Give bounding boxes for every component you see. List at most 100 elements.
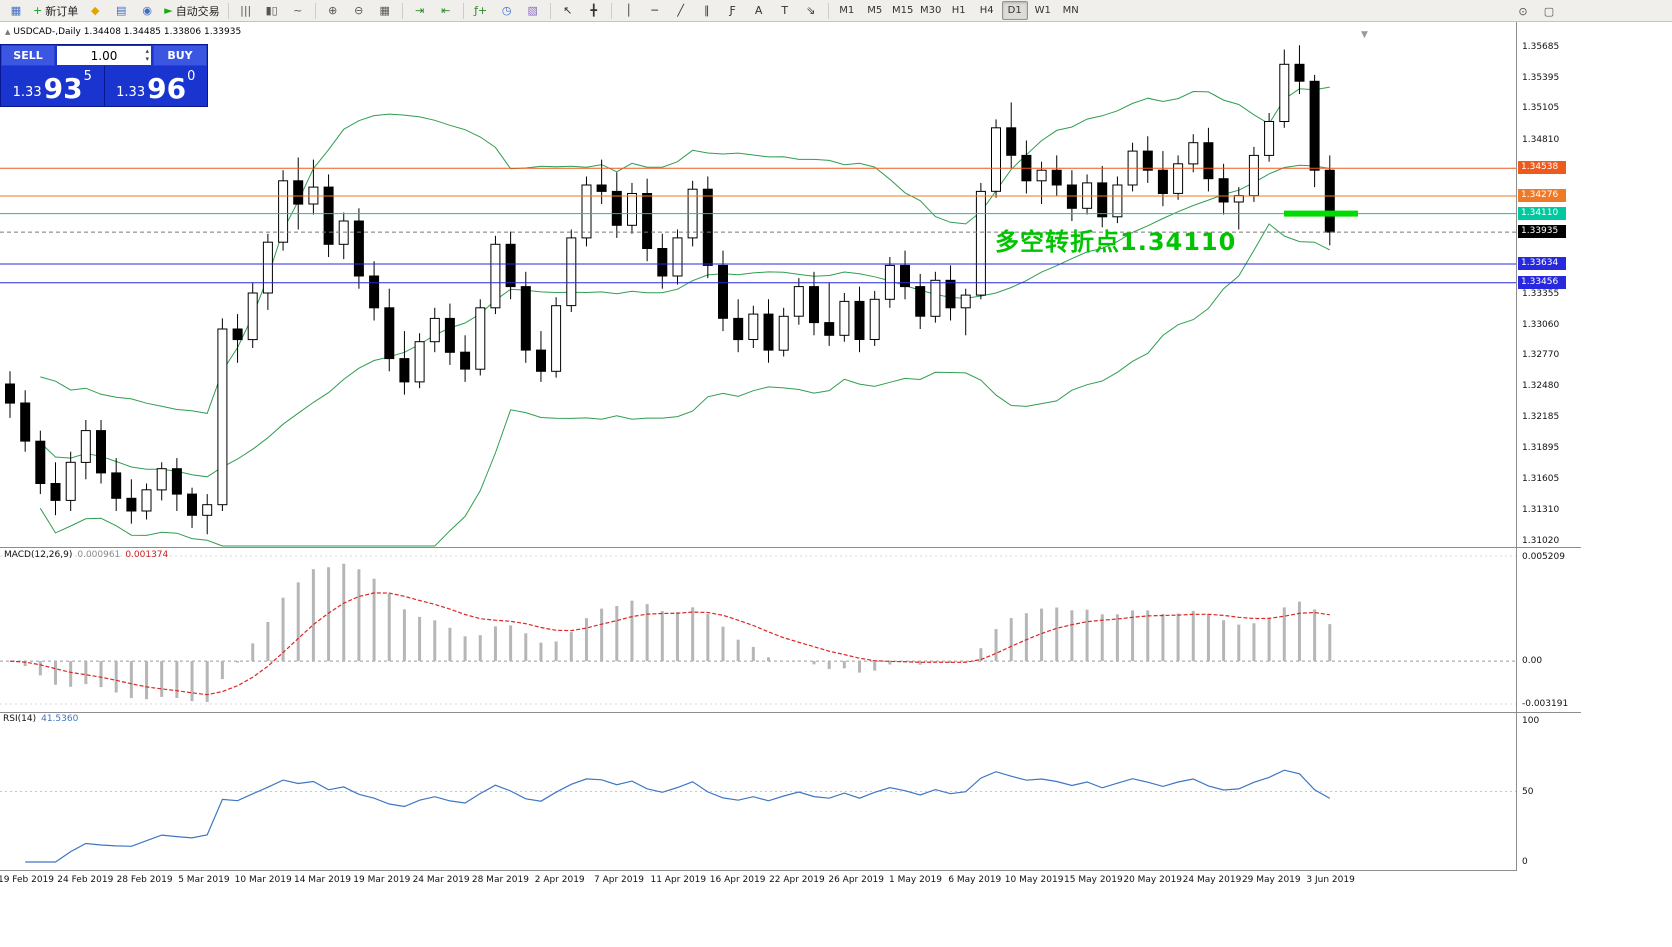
profiles-icon: ◆ (90, 3, 100, 17)
timeframe-h1[interactable]: H1 (951, 5, 966, 16)
price-tick: 1.32185 (1522, 412, 1560, 423)
charts-icon[interactable]: ▤ (109, 1, 133, 21)
volume-value: 1.00 (90, 48, 118, 63)
pivot-annotation-text[interactable]: 多空转折点1.34110 (995, 228, 1237, 256)
rsi-tick: 50 (1522, 786, 1534, 797)
date-label: 19 Feb 2019 (0, 875, 55, 885)
panel-separator (1517, 712, 1581, 713)
date-label: 1 May 2019 (889, 875, 942, 885)
new-order-button[interactable]: + 新订单 (30, 1, 81, 21)
bar-chart-icon[interactable]: ||| (234, 1, 258, 21)
horizontal-line-icon[interactable]: ─ (643, 1, 667, 21)
date-label: 2 Apr 2019 (534, 875, 585, 885)
timeframe-h4[interactable]: H4 (979, 5, 994, 16)
tile-windows-icon: ▦ (379, 3, 390, 17)
timeframe-w1[interactable]: W1 (1034, 5, 1051, 16)
symbol-ohlc-line: ▲ USDCAD-,Daily 1.34408 1.34485 1.33806 1… (5, 27, 241, 37)
price-tick: 1.31605 (1522, 473, 1560, 484)
price-tick: 1.32770 (1522, 350, 1560, 361)
price-level-badge: 1.34276 (1518, 189, 1566, 202)
chart-shift-icon[interactable]: ⇤ (434, 1, 458, 21)
vertical-line-icon: │ (625, 3, 632, 17)
trendline-icon: ╱ (677, 3, 684, 17)
volume-up-icon[interactable]: ▴ (145, 47, 149, 55)
rsi-indicator-label: RSI(14) 41.5360 (3, 714, 78, 724)
sell-button[interactable]: SELL (1, 45, 55, 66)
auto-scroll-icon[interactable]: ⇥ (408, 1, 432, 21)
cursor-icon: ↖ (563, 3, 573, 17)
volume-input[interactable]: 1.00 ▴ ▾ (57, 46, 151, 65)
candlestick-chart-icon[interactable]: ▮▯ (260, 1, 284, 21)
new-window-icon[interactable]: ▢ (1543, 4, 1555, 18)
candlestick-chart[interactable] (0, 22, 1517, 870)
sell-price[interactable]: 1.33 93 5 (1, 66, 104, 106)
channel-icon: ∥ (703, 3, 710, 17)
horizontal-line-icon: ─ (651, 3, 658, 17)
panel-separator (1517, 547, 1581, 548)
pivot-highlight-segment[interactable] (1284, 210, 1358, 217)
chart-shift-marker[interactable]: ▼ (1361, 30, 1368, 40)
candlestick-chart-icon: ▮▯ (265, 3, 278, 17)
indicators-icon[interactable]: ƒ+ (469, 1, 493, 21)
arrows-icon: ⇘ (806, 3, 816, 17)
timeframe-m15[interactable]: M15 (892, 5, 914, 16)
terminal-icon[interactable]: ▦ (4, 1, 28, 21)
templates-icon[interactable]: ▧ (521, 1, 545, 21)
timeframe-mn[interactable]: MN (1062, 5, 1079, 16)
date-label: 5 Mar 2019 (178, 875, 230, 885)
price-tick: 1.35395 (1522, 72, 1560, 83)
timeframe-d1[interactable]: D1 (1001, 1, 1028, 20)
toolbar-separator (227, 2, 229, 19)
fibonacci-icon[interactable]: Ƒ (721, 1, 745, 21)
price-level-badge: 1.34110 (1518, 206, 1566, 220)
autotrading-button: ► (164, 3, 173, 17)
profiles-icon[interactable]: ◆ (83, 1, 107, 21)
date-label: 10 May 2019 (1004, 875, 1064, 885)
buy-price-point: 0 (187, 69, 196, 84)
date-label: 7 Apr 2019 (594, 875, 644, 885)
date-label: 11 Apr 2019 (650, 875, 707, 885)
price-level-badge: 1.33456 (1518, 275, 1566, 289)
symbol-marker-icon: ▲ (5, 28, 11, 36)
timeframe-m5[interactable]: M5 (867, 5, 883, 16)
price-tick: 1.31895 (1522, 443, 1560, 453)
cursor-icon[interactable]: ↖ (556, 1, 580, 21)
price-axis[interactable]: 1.35685 1.35395 1.35105 1.34810 1.33355 1.330… (1516, 22, 1581, 870)
price-tick: 1.31020 (1522, 535, 1560, 546)
trendline-icon[interactable]: ╱ (669, 1, 693, 21)
timeframe-m1[interactable]: M1 (839, 5, 855, 16)
volume-down-icon[interactable]: ▾ (145, 55, 149, 63)
rsi-panel (0, 769, 1516, 863)
price-tick: 1.33355 (1522, 288, 1560, 299)
text-icon[interactable]: A (747, 1, 771, 21)
arrows-icon[interactable]: ⇘ (799, 1, 823, 21)
channel-icon[interactable]: ∥ (695, 1, 719, 21)
periods-icon[interactable]: ◷ (495, 1, 519, 21)
label-icon[interactable]: T (773, 1, 797, 21)
new-order-button: + (33, 3, 43, 17)
date-label: 16 Apr 2019 (709, 875, 766, 885)
macd-name: MACD(12,26,9) (4, 550, 73, 560)
search-icon[interactable]: ⊙ (1518, 4, 1528, 18)
line-chart-icon[interactable]: ~ (286, 1, 310, 21)
time-axis[interactable]: 19 Feb 2019 24 Feb 2019 28 Feb 2019 5 Mar 2… (0, 870, 1517, 891)
date-label: 6 May 2019 (948, 875, 1002, 885)
toolbar-separator (314, 2, 316, 19)
date-label: 22 Apr 2019 (769, 875, 825, 885)
tile-windows-icon[interactable]: ▦ (373, 1, 397, 21)
crosshair-icon[interactable]: ╋ (582, 1, 606, 21)
buy-price[interactable]: 1.33 96 0 (105, 66, 208, 106)
date-label: 24 Mar 2019 (412, 875, 470, 885)
sell-price-pips: 93 (43, 72, 83, 105)
marketwatch-icon[interactable]: ◉ (135, 1, 159, 21)
autotrading-button[interactable]: ► 自动交易 (161, 1, 222, 21)
date-label: 3 Jun 2019 (1306, 875, 1355, 885)
toolbar-separator (401, 2, 403, 19)
zoom-in-icon[interactable]: ⊕ (321, 1, 345, 21)
timeframe-m30[interactable]: M30 (920, 5, 942, 16)
one-click-trading-panel: SELL 1.00 ▴ ▾ BUY 1.33 93 5 1.33 96 0 (0, 44, 208, 107)
buy-button[interactable]: BUY (153, 45, 207, 66)
toolbar-separator (462, 2, 464, 19)
vertical-line-icon[interactable]: │ (617, 1, 641, 21)
zoom-out-icon[interactable]: ⊖ (347, 1, 371, 21)
